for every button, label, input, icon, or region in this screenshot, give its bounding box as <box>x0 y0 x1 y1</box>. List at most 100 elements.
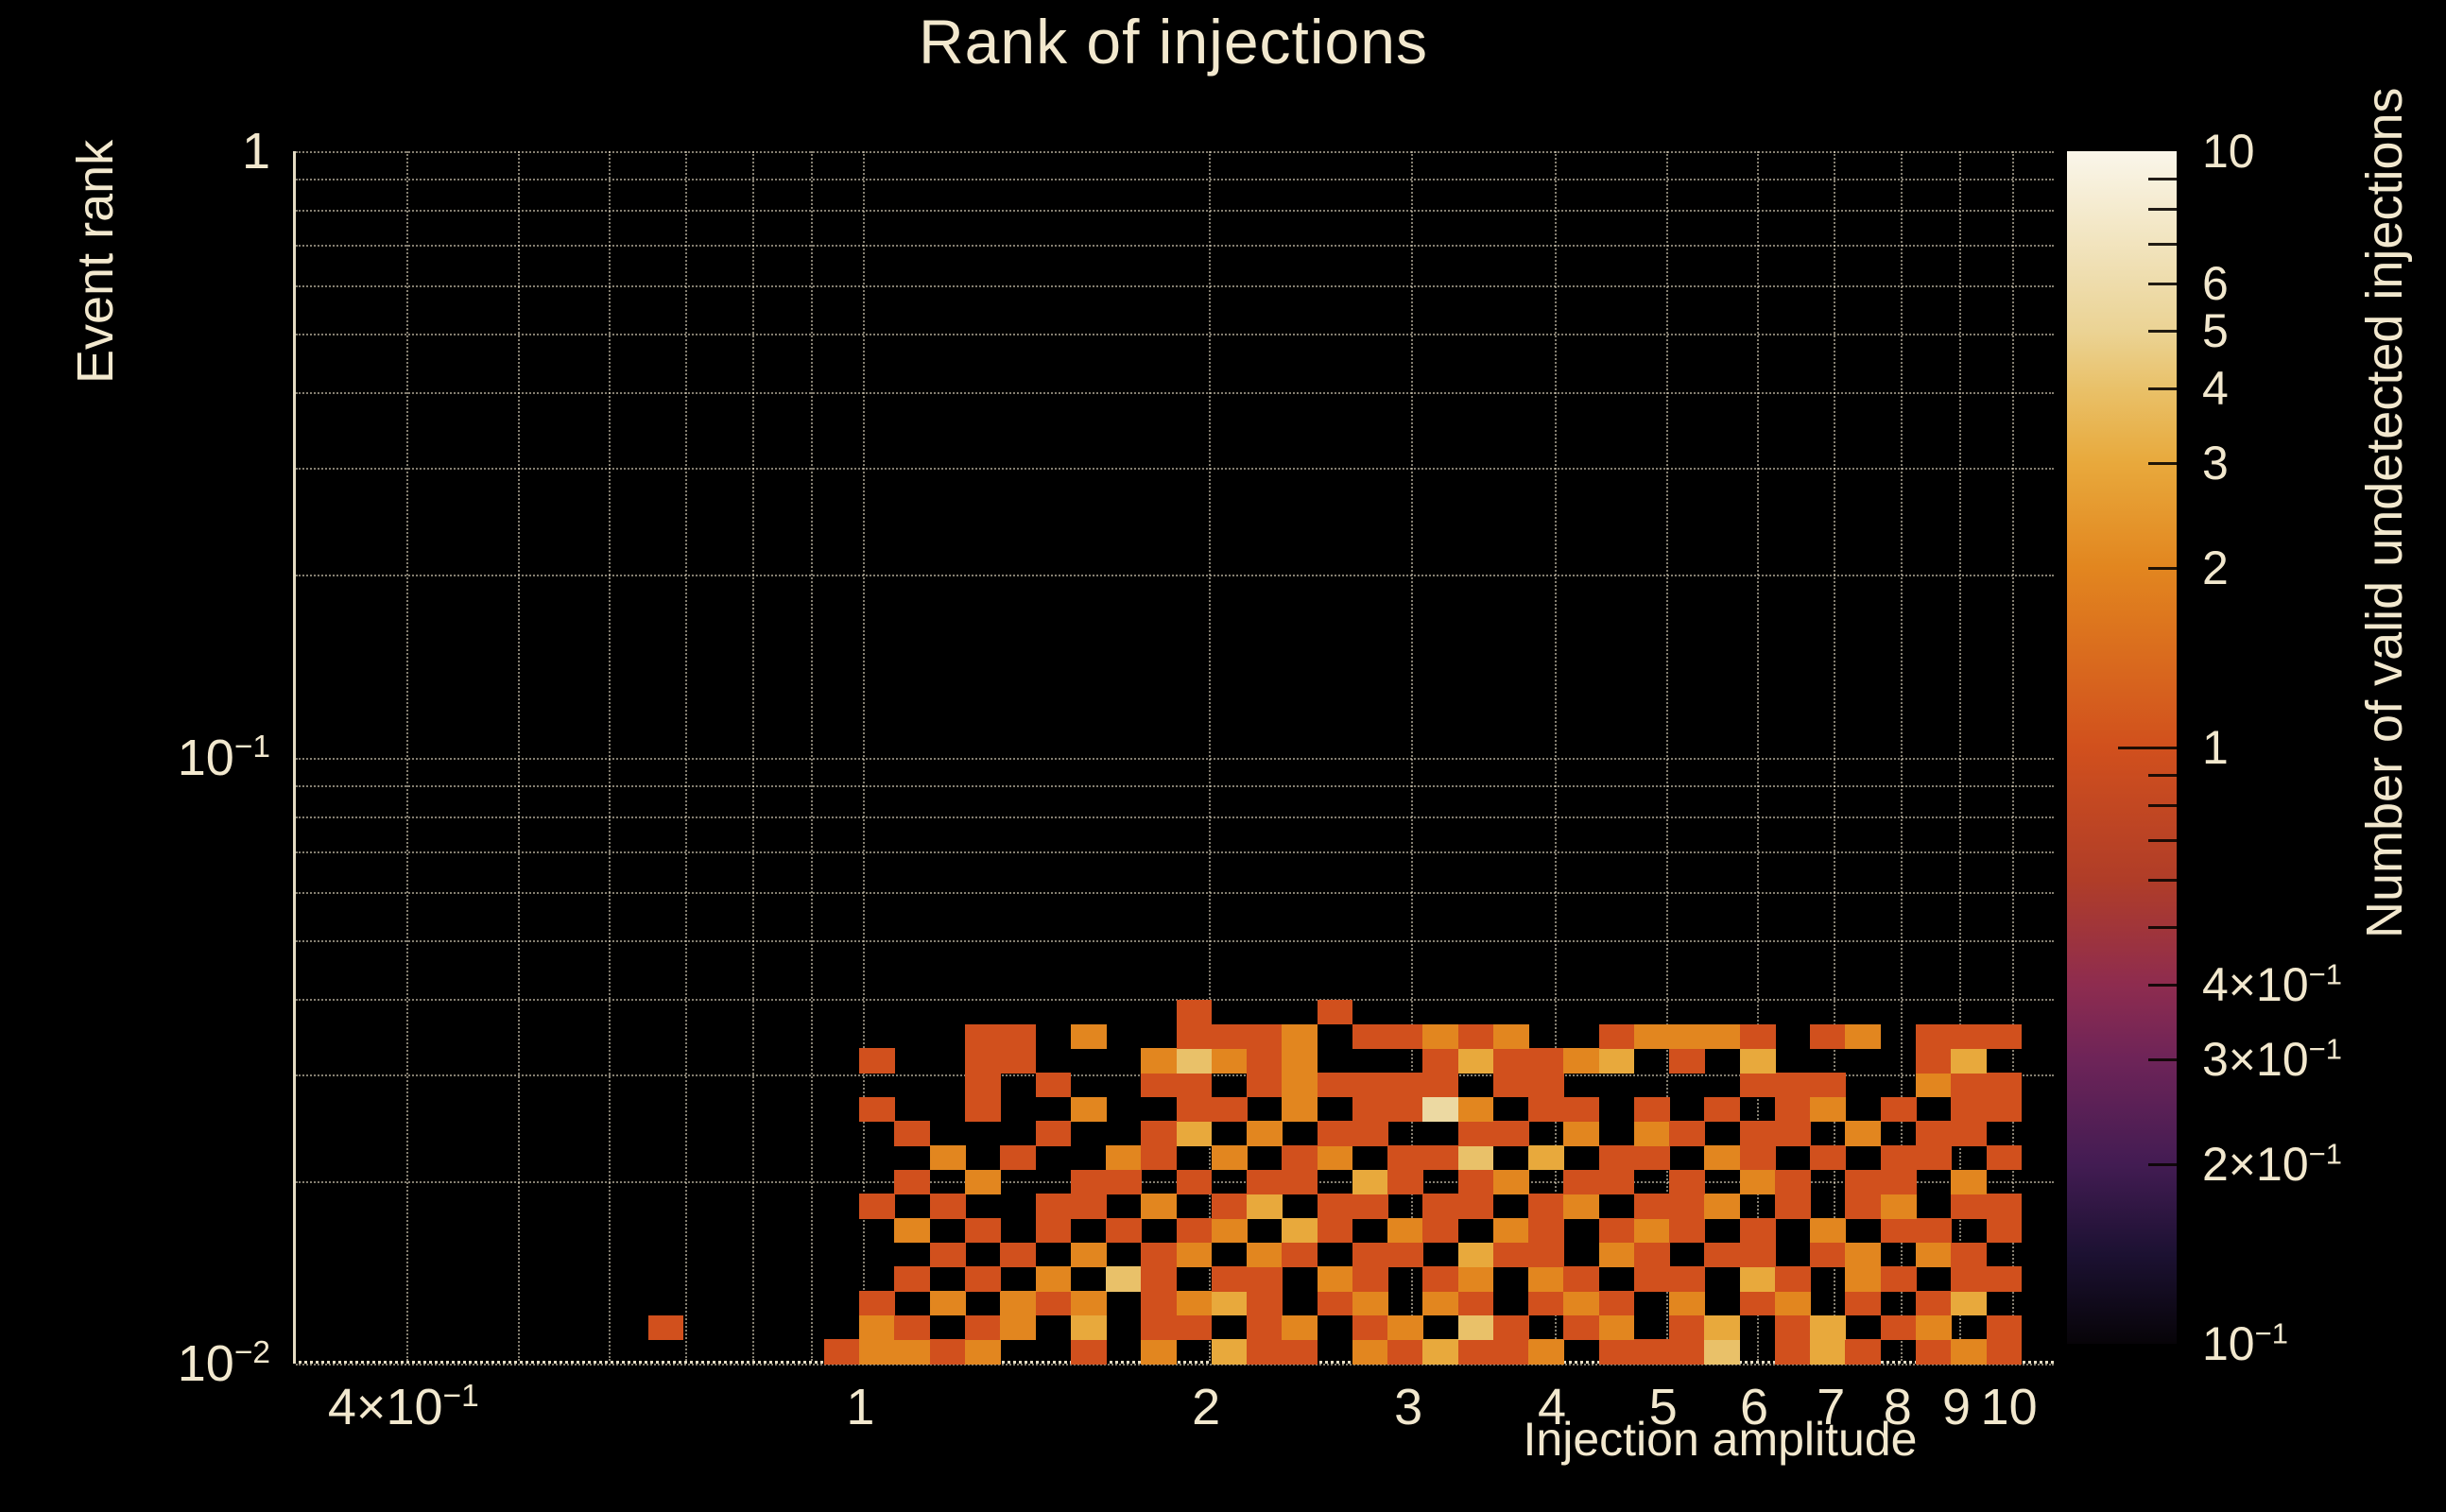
x-tick-label: 7 <box>1817 1379 1846 1435</box>
heatmap-cell <box>1211 1291 1248 1316</box>
heatmap-cell <box>1457 1048 1494 1074</box>
heatmap-cell <box>1528 1266 1564 1292</box>
plot-area <box>293 151 2054 1366</box>
heatmap-cell <box>1845 1194 1882 1219</box>
heatmap-cell <box>1247 1339 1283 1365</box>
heatmap-cell <box>1739 1048 1776 1074</box>
heatmap-cell <box>1669 1023 1705 1050</box>
colorbar-minor-tick <box>2148 283 2177 285</box>
heatmap-cell <box>1422 1048 1459 1074</box>
heatmap-cell <box>1810 1023 1847 1050</box>
heatmap-cell <box>1457 1169 1494 1194</box>
y-gridline <box>296 392 2054 395</box>
heatmap-cell <box>1176 1096 1213 1122</box>
x-gridline <box>685 151 688 1361</box>
heatmap-cell <box>859 1194 896 1219</box>
heatmap-cell <box>1739 1266 1776 1292</box>
heatmap-cell <box>1704 1339 1741 1365</box>
heatmap-cell <box>1317 1000 1353 1025</box>
heatmap-cell <box>1317 1266 1353 1292</box>
heatmap-cell <box>1598 1339 1635 1365</box>
heatmap-cell <box>1951 1194 1988 1219</box>
colorbar-tick-label: 5 <box>2202 303 2229 357</box>
heatmap-cell <box>823 1339 860 1365</box>
heatmap-cell <box>1492 1121 1529 1146</box>
heatmap-cell <box>1422 1023 1459 1050</box>
heatmap-cell <box>1492 1073 1529 1098</box>
heatmap-cell <box>1492 1314 1529 1340</box>
heatmap-cell <box>1633 1096 1670 1122</box>
heatmap-cell <box>1070 1169 1107 1194</box>
heatmap-cell <box>1704 1242 1741 1267</box>
heatmap-cell <box>1739 1242 1776 1267</box>
heatmap-cell <box>1528 1194 1564 1219</box>
colorbar-minor-tick <box>2148 177 2177 180</box>
heatmap-cell <box>1739 1218 1776 1244</box>
y-gridline <box>296 245 2054 248</box>
x-gridline <box>1959 151 1961 1361</box>
heatmap-cell <box>929 1291 966 1316</box>
heatmap-cell <box>647 1314 684 1340</box>
heatmap-cell <box>1633 1194 1670 1219</box>
x-tick-label: 5 <box>1648 1379 1678 1435</box>
heatmap-cell <box>1457 1096 1494 1122</box>
heatmap-cell <box>1211 1145 1248 1171</box>
heatmap-cell <box>1774 1194 1811 1219</box>
heatmap-cell <box>1141 1048 1178 1074</box>
heatmap-cell <box>1774 1073 1811 1098</box>
heatmap-cell <box>1247 1314 1283 1340</box>
heatmap-cell <box>1317 1291 1353 1316</box>
x-gridline <box>517 151 520 1361</box>
heatmap-cell <box>1141 1291 1178 1316</box>
heatmap-cell <box>1070 1096 1107 1122</box>
heatmap-cell <box>1317 1218 1353 1244</box>
heatmap-cell <box>1070 1194 1107 1219</box>
heatmap-cell <box>1106 1218 1142 1244</box>
heatmap-cell <box>1387 1218 1423 1244</box>
colorbar-minor-tick <box>2148 984 2177 988</box>
heatmap-cell <box>1810 1096 1847 1122</box>
heatmap-cell <box>1492 1169 1529 1194</box>
heatmap-cell <box>1141 1242 1178 1267</box>
colorbar-minor-tick <box>2148 208 2177 212</box>
heatmap-cell <box>1317 1073 1353 1098</box>
y-gridline <box>296 334 2054 336</box>
heatmap-cell <box>1176 1242 1213 1267</box>
heatmap-cell <box>1563 1169 1600 1194</box>
x-gridline <box>810 151 813 1361</box>
heatmap-cell <box>929 1145 966 1171</box>
y-gridline <box>296 179 2054 181</box>
y-gridline <box>296 285 2054 288</box>
heatmap-cell <box>859 1096 896 1122</box>
heatmap-cell <box>1986 1218 2023 1244</box>
heatmap-cell <box>1282 1242 1318 1267</box>
heatmap-cell <box>1669 1291 1705 1316</box>
heatmap-cell <box>1633 1145 1670 1171</box>
heatmap-cell <box>1211 1194 1248 1219</box>
x-gridline <box>751 151 754 1361</box>
heatmap-cell <box>1282 1169 1318 1194</box>
heatmap-cell <box>859 1291 896 1316</box>
heatmap-cell <box>1739 1023 1776 1050</box>
heatmap-cell <box>1247 1048 1283 1074</box>
heatmap-cell <box>859 1339 896 1365</box>
x-tick-label: 6 <box>1739 1379 1769 1435</box>
heatmap-cell <box>1282 1314 1318 1340</box>
heatmap-cell <box>1317 1121 1353 1146</box>
heatmap-cell <box>1598 1169 1635 1194</box>
heatmap-cell <box>964 1096 1001 1122</box>
heatmap-cell <box>1598 1291 1635 1316</box>
heatmap-cell <box>1352 1291 1388 1316</box>
heatmap-cell <box>1352 1023 1388 1050</box>
heatmap-cell <box>1070 1023 1107 1050</box>
heatmap-cell <box>1880 1096 1917 1122</box>
x-gridline <box>405 151 408 1361</box>
heatmap-cell <box>929 1339 966 1365</box>
heatmap-cell <box>964 1169 1001 1194</box>
heatmap-cell <box>964 1314 1001 1340</box>
heatmap-cell <box>1211 1266 1248 1292</box>
y-gridline <box>296 939 2054 942</box>
heatmap-cell <box>1951 1023 1988 1050</box>
heatmap-cell <box>1704 1145 1741 1171</box>
heatmap-cell <box>1563 1194 1600 1219</box>
